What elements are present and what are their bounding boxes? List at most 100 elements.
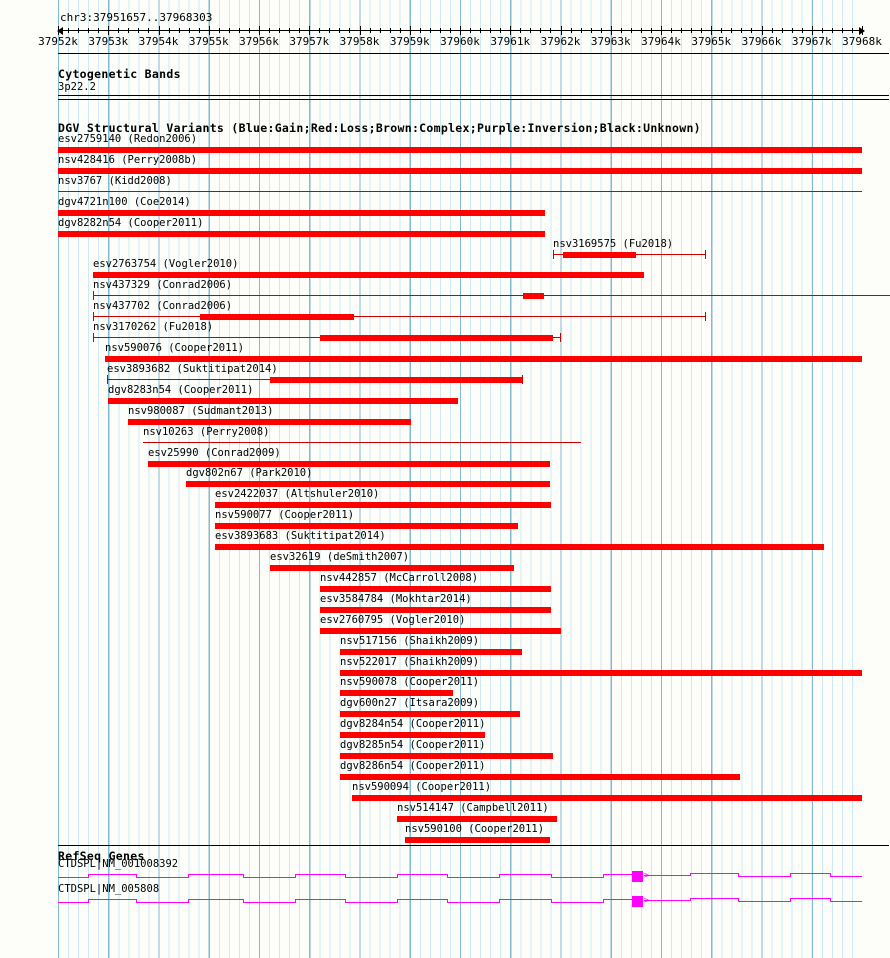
variant-row[interactable]: dgv600n27 (Itsara2009)	[0, 697, 890, 718]
variant-row[interactable]: dgv8283n54 (Cooper2011)	[0, 384, 890, 405]
variant-bar[interactable]	[405, 836, 550, 843]
variant-row[interactable]: esv3893682 (Suktitipat2014)	[0, 363, 890, 384]
variant-row[interactable]: nsv514147 (Campbell2011)	[0, 802, 890, 823]
gene-strand-arrow-icon: >	[644, 871, 650, 881]
variant-bar[interactable]	[215, 502, 551, 509]
variant-row[interactable]: nsv3169575 (Fu2018)	[0, 238, 890, 259]
ruler-tick-minor	[480, 28, 482, 33]
ruler-tick-minor	[339, 28, 341, 33]
variant-row[interactable]: esv32619 (deSmith2007)	[0, 551, 890, 572]
variant-bar[interactable]	[397, 815, 557, 822]
ruler-tick-major	[610, 26, 612, 35]
variant-bar[interactable]	[320, 335, 553, 342]
gene-row[interactable]: CTDSPL|NM_005808 >	[0, 883, 890, 911]
variant-bar[interactable]	[340, 732, 485, 739]
variant-bar[interactable]	[215, 544, 824, 551]
gene-exon-block[interactable]	[632, 896, 643, 907]
ruler-tick-major	[560, 26, 562, 35]
variant-label: nsv590076 (Cooper2011)	[105, 342, 245, 354]
variant-row[interactable]: nsv517156 (Shaikh2009)	[0, 635, 890, 656]
ruler-tick-minor	[128, 28, 130, 33]
ruler-tick-minor	[540, 28, 542, 33]
variant-row[interactable]: dgv8284n54 (Cooper2011)	[0, 718, 890, 739]
variant-bar[interactable]	[108, 397, 458, 404]
variant-row[interactable]: nsv442857 (McCarroll2008)	[0, 572, 890, 593]
gene-intron-segment	[243, 877, 295, 878]
ruler-tick-minor	[530, 28, 532, 33]
gene-intron-riser	[447, 899, 448, 903]
variant-bar[interactable]	[215, 523, 518, 530]
variant-row[interactable]: nsv590094 (Cooper2011)	[0, 781, 890, 802]
variant-row[interactable]: nsv10263 (Perry2008)	[0, 426, 890, 447]
gene-exon-block[interactable]	[632, 871, 643, 882]
variant-row[interactable]: nsv437329 (Conrad2006)	[0, 279, 890, 301]
variant-bar[interactable]	[340, 774, 740, 780]
variant-bar[interactable]	[58, 147, 862, 153]
variant-row[interactable]: nsv3767 (Kidd2008)	[0, 175, 890, 196]
variant-bar[interactable]	[340, 648, 522, 655]
ruler-tick-minor	[449, 28, 451, 33]
variant-row[interactable]: dgv8286n54 (Cooper2011)	[0, 760, 890, 781]
variant-row[interactable]: dgv8285n54 (Cooper2011)	[0, 739, 890, 760]
gene-intron-segment	[88, 874, 136, 875]
variant-extent-line	[58, 190, 862, 192]
variant-row[interactable]: nsv980087 (Sudmant2013)	[0, 405, 890, 426]
variant-bar[interactable]	[340, 669, 862, 676]
ruler-tick-label: 37965k	[691, 35, 732, 48]
variant-bar[interactable]	[320, 606, 551, 613]
variant-row[interactable]: esv3584784 (Mokhtar2014)	[0, 593, 890, 614]
ruler-tick-major	[359, 26, 361, 35]
variant-extent-cap	[705, 249, 706, 259]
variant-bar[interactable]	[148, 460, 550, 467]
variant-row[interactable]: esv25990 (Conrad2009)	[0, 447, 890, 468]
gene-intron-riser	[499, 874, 500, 878]
variant-row[interactable]: esv3893683 (Suktitipat2014)	[0, 530, 890, 551]
variant-bar[interactable]	[128, 418, 411, 425]
variant-row[interactable]: nsv522017 (Shaikh2009)	[0, 656, 890, 677]
variant-row[interactable]: nsv590077 (Cooper2011)	[0, 509, 890, 530]
variant-row[interactable]: nsv590076 (Cooper2011)	[0, 342, 890, 363]
variant-bar[interactable]	[93, 272, 644, 279]
variant-bar[interactable]	[352, 794, 862, 801]
gene-row[interactable]: CTDSPL|NM_001008392 >	[0, 858, 890, 886]
variant-bar[interactable]	[105, 356, 862, 362]
variant-bar[interactable]	[523, 293, 544, 300]
variant-label: nsv428416 (Perry2008b)	[58, 153, 198, 166]
variant-bar[interactable]	[563, 251, 636, 258]
ruler-tick-minor	[369, 28, 371, 33]
variant-label: nsv590094 (Cooper2011)	[352, 780, 492, 793]
variant-row[interactable]: dgv802n67 (Park2010)	[0, 467, 890, 488]
variant-row[interactable]: dgv8282n54 (Cooper2011)	[0, 217, 890, 238]
gene-intron-riser	[243, 874, 244, 878]
variant-bar[interactable]	[270, 376, 522, 383]
variant-bar[interactable]	[58, 230, 545, 237]
variant-bar[interactable]	[58, 209, 545, 216]
variant-bar[interactable]	[340, 690, 453, 697]
variant-row[interactable]: nsv3170262 (Fu2018)	[0, 321, 890, 343]
gene-intron-segment	[397, 899, 447, 900]
variant-bar[interactable]	[186, 481, 550, 488]
variant-row[interactable]: nsv590100 (Cooper2011)	[0, 823, 890, 844]
variant-row[interactable]: esv2759140 (Redon2006)	[0, 133, 890, 154]
ruler-tick-minor	[289, 28, 291, 33]
variant-row[interactable]: nsv437702 (Conrad2006)	[0, 300, 890, 322]
variant-row[interactable]: esv2760795 (Vogler2010)	[0, 614, 890, 635]
variant-row[interactable]: esv2763754 (Vogler2010)	[0, 258, 890, 279]
variant-row[interactable]: nsv590078 (Cooper2011)	[0, 676, 890, 697]
variant-row[interactable]: nsv428416 (Perry2008b)	[0, 154, 890, 175]
gene-intron-segment	[136, 902, 188, 903]
variant-label: dgv8286n54 (Cooper2011)	[340, 760, 486, 772]
variant-bar[interactable]	[200, 314, 354, 321]
gene-intron-track: >	[58, 871, 862, 885]
variant-bar[interactable]	[340, 753, 553, 760]
variant-row[interactable]: dgv4721n100 (Coe2014)	[0, 196, 890, 217]
ruler-tick-label: 37954k	[138, 35, 179, 48]
variant-bar[interactable]	[58, 167, 862, 174]
variant-bar[interactable]	[340, 711, 520, 718]
variant-bar[interactable]	[320, 627, 561, 634]
variant-row[interactable]: esv2422037 (Altshuler2010)	[0, 488, 890, 509]
variant-bar[interactable]	[270, 565, 514, 571]
variant-bar[interactable]	[320, 585, 551, 592]
ruler-tick-minor	[98, 28, 100, 33]
gene-intron-riser	[136, 899, 137, 903]
